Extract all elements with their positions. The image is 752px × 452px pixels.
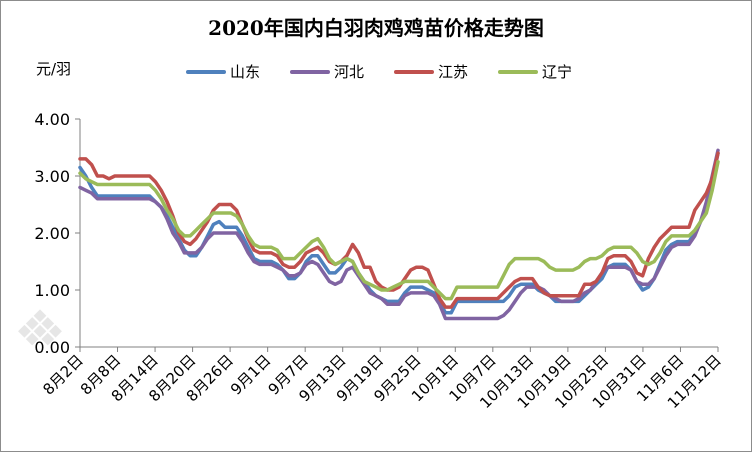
chart-title: 2020年国内白羽肉鸡鸡苗价格走势图: [208, 16, 544, 40]
legend-label-0: 山东: [230, 63, 261, 81]
legend-label-1: 河北: [334, 63, 365, 81]
grid-logo-icon: [18, 309, 62, 346]
legend-swatch-2: [394, 69, 435, 74]
y-tick-label: 3.00: [34, 167, 70, 186]
x-tick-label: 9月1日: [227, 351, 274, 398]
legend-item-0: 山东: [186, 61, 260, 82]
legend-label-2: 江苏: [438, 63, 469, 81]
legend-item-2: 江苏: [394, 61, 468, 82]
y-tick-label: 2.00: [34, 224, 70, 243]
legend-item-1: 河北: [290, 61, 364, 82]
legend-swatch-3: [498, 69, 539, 74]
series-line-2: [78, 151, 720, 309]
y-axis-unit: 元/羽: [36, 60, 72, 78]
y-tick-label: 0.00: [34, 338, 70, 357]
legend-item-3: 辽宁: [498, 61, 572, 82]
series-line-1: [78, 148, 720, 321]
series-line-3: [78, 160, 720, 301]
legend-swatch-1: [290, 69, 331, 74]
y-tick-label: 4.00: [34, 110, 70, 129]
y-tick-label: 1.00: [34, 281, 70, 300]
legend-label-3: 辽宁: [542, 63, 573, 81]
legend-swatch-0: [186, 69, 226, 74]
legend: 山东 河北 江苏 辽宁: [186, 61, 602, 82]
